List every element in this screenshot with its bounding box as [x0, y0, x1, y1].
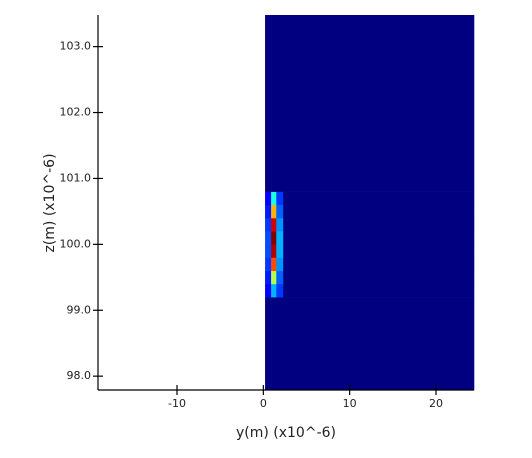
heatmap-cell: [271, 217, 277, 232]
heatmap-cell: [265, 204, 272, 219]
y-tick-label: 100.0: [60, 237, 92, 250]
heatmap-cell: [276, 204, 284, 219]
y-tick-label: 103.0: [60, 40, 92, 53]
heatmap-cell: [283, 204, 475, 219]
heatmap-cell: [265, 191, 272, 206]
y-axis-title: z(m) (x10^-6): [42, 153, 58, 252]
y-tick-label: 102.0: [60, 106, 92, 119]
heatmap-cell: [271, 283, 277, 298]
y-tick-label: 99.0: [67, 303, 92, 316]
heatmap-cell: [265, 244, 272, 258]
heatmap-cell: [283, 191, 475, 206]
heatmap-cell: [276, 217, 284, 232]
heatmap-cell: [271, 231, 277, 245]
x-axis-title: y(m) (x10^-6): [236, 425, 336, 441]
heatmap-cell: [276, 283, 284, 298]
heatmap-cell: [283, 297, 475, 391]
heatmap-cell: [276, 244, 284, 258]
heatmap-cell: [276, 270, 284, 285]
heatmap-cell: [271, 191, 277, 206]
heatmap-cell: [265, 297, 272, 391]
heatmap-cell: [283, 257, 475, 272]
heatmap-cell: [271, 257, 277, 272]
x-tick-label: 20: [429, 397, 443, 410]
x-tick-label: 0: [260, 397, 267, 410]
heatmap-cell: [283, 15, 475, 192]
heatmap-cell: [265, 257, 272, 272]
heatmap-cell: [283, 244, 475, 258]
heatmap-cell: [271, 204, 277, 219]
x-tick-label: -10: [168, 397, 186, 410]
heatmap-cell: [276, 257, 284, 272]
heatmap-cell: [276, 297, 284, 391]
heatmap-cell: [271, 244, 277, 258]
heatmap-cell: [265, 231, 272, 245]
heatmap-cell: [265, 270, 272, 285]
y-tick-label: 101.0: [60, 171, 92, 184]
heatmap-cell: [276, 231, 284, 245]
heatmap-cell: [265, 217, 272, 232]
heatmap-cell: [265, 15, 272, 192]
heatmap-cell: [283, 217, 475, 232]
x-tick-label: 10: [343, 397, 357, 410]
heatmap-cell: [271, 15, 277, 192]
heatmap-cell: [276, 191, 284, 206]
y-tick-label: 98.0: [67, 369, 92, 382]
heatmap-cell: [276, 15, 284, 192]
heatmap-cell: [271, 270, 277, 285]
heatmap-cell: [283, 231, 475, 245]
heatmap-cell: [283, 270, 475, 285]
heatmap-cell: [271, 297, 277, 391]
heatmap-cell: [283, 283, 475, 298]
heatmap-cell: [265, 283, 272, 298]
